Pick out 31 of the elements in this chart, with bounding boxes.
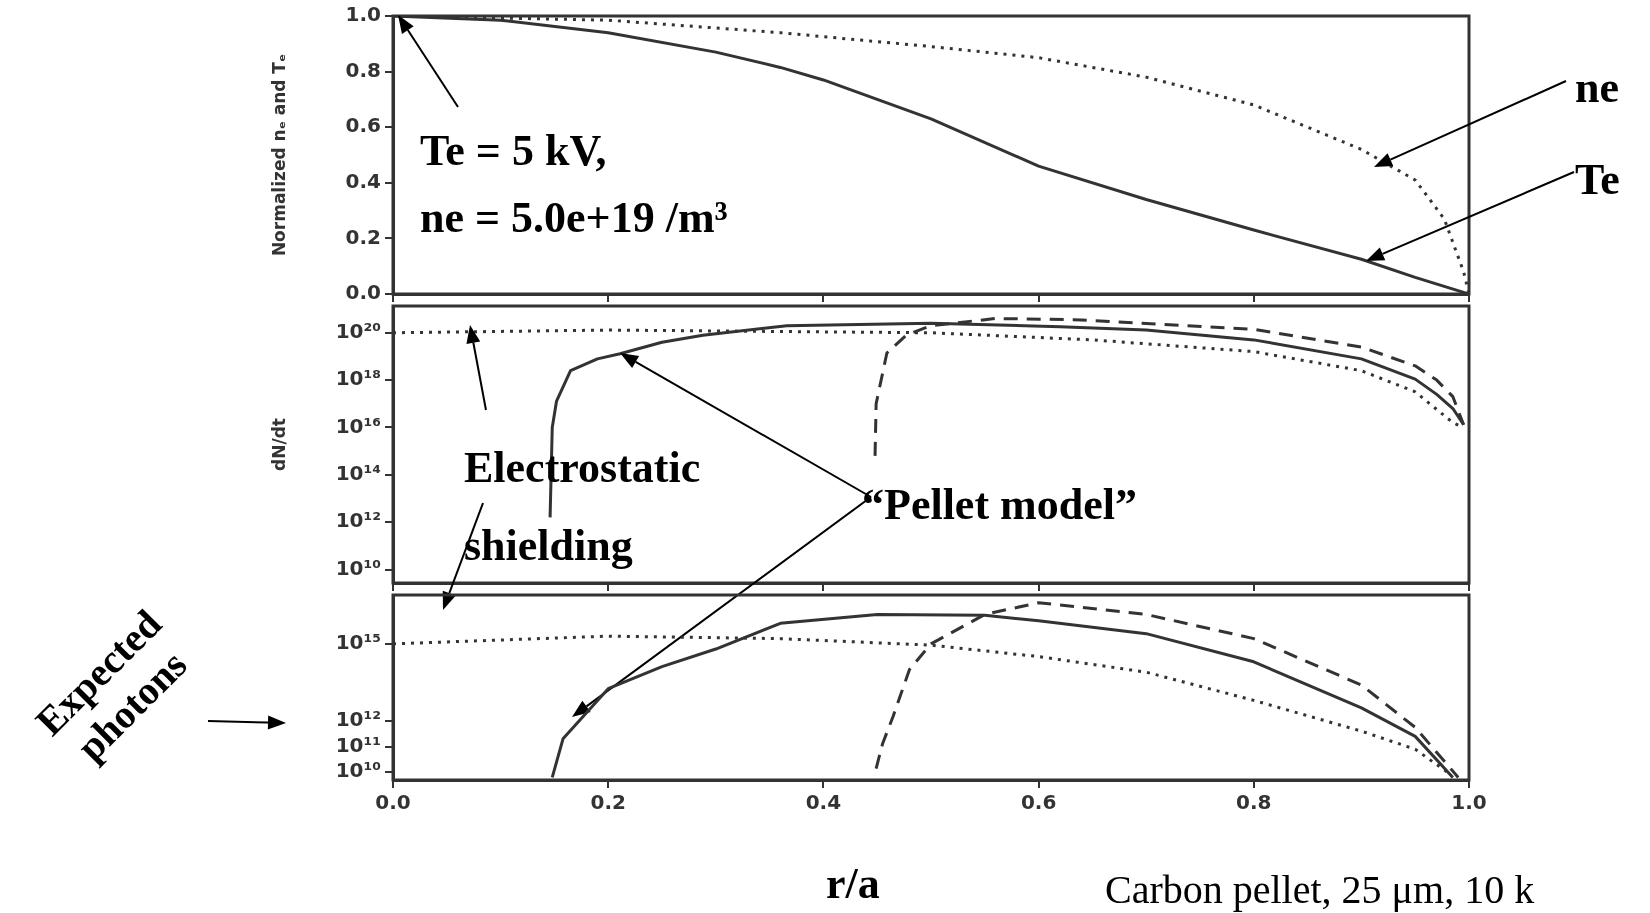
y-tick-label: 10¹¹ [335, 732, 381, 757]
y-tick-label: 10¹² [335, 508, 381, 533]
y-tick-label: 0.2 [345, 224, 381, 249]
y-tick-label: 10¹² [335, 707, 381, 732]
y-tick-label: 1.0 [345, 2, 381, 27]
y-tick-label: 10¹⁰ [335, 555, 381, 580]
text: Carbon pellet, 25 μm, 10 k [1105, 866, 1535, 913]
x-tick-label: 0.4 [805, 790, 842, 815]
x-tick-label: 1.0 [1451, 790, 1487, 815]
x-axis-title: r/a [826, 859, 880, 908]
y-tick-label: 10¹⁵ [335, 630, 381, 655]
x-tick-label: 0.8 [1236, 790, 1272, 815]
y-tick-label: 0.4 [345, 169, 381, 193]
y-axis-title: Normalized nₑ and Tₑ [268, 53, 289, 257]
annotation: “Pellet model” [862, 480, 1137, 529]
y-tick-label: 10¹⁰ [335, 758, 381, 783]
x-tick-label: 0.6 [1020, 790, 1057, 815]
y-tick-label: 10¹⁸ [335, 366, 381, 391]
text: ne [1575, 63, 1619, 112]
y-tick-label: 10¹⁴ [335, 461, 381, 486]
y-tick-label: 0.8 [345, 57, 381, 82]
text: Te [1575, 155, 1620, 204]
x-tick-label: 0.0 [375, 790, 411, 815]
y-tick-label: 10²⁰ [335, 318, 381, 343]
x-tick-label: 0.2 [590, 790, 626, 815]
y-tick-label: 10¹⁶ [335, 413, 381, 438]
y-tick-label: 0.0 [345, 280, 381, 305]
y-axis-title: dN/dt [268, 418, 289, 471]
y-tick-label: 0.6 [345, 113, 381, 138]
annotation: Te = 5 kV, [420, 126, 607, 175]
annotation: ne = 5.0e+19 /m³ [420, 193, 728, 242]
